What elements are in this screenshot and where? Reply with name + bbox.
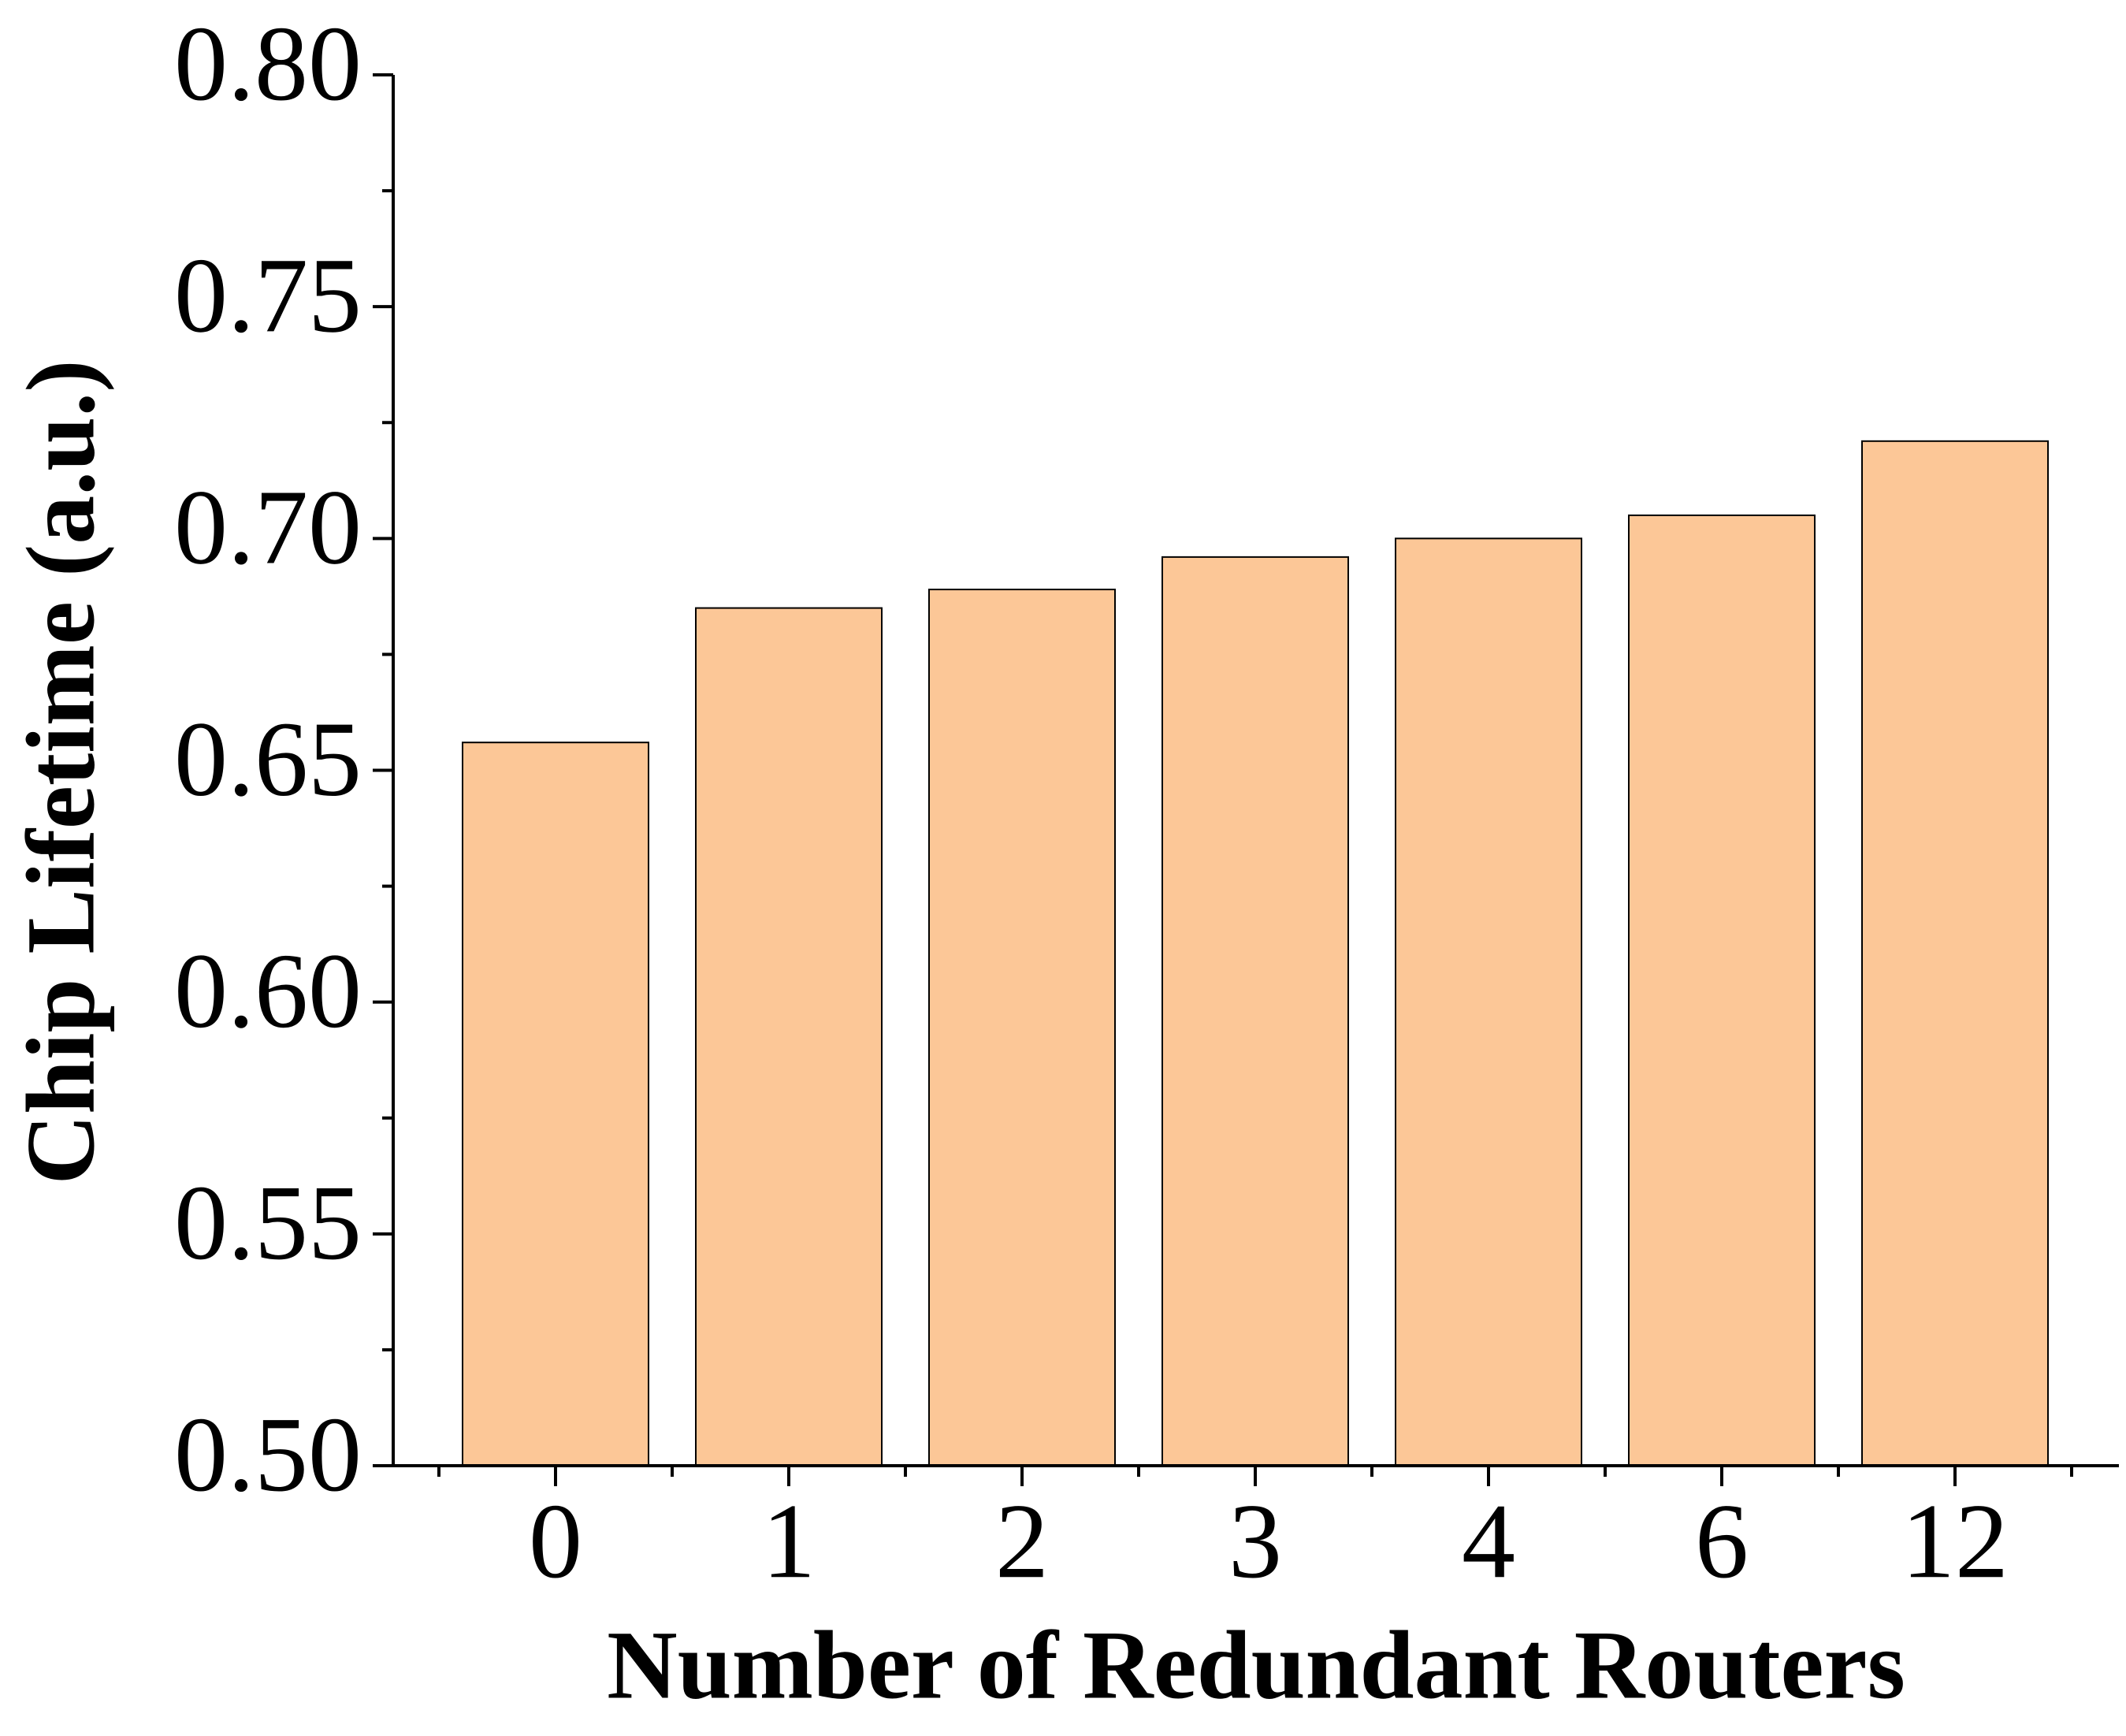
y-tick-label: 0.60 — [174, 932, 362, 1050]
y-axis-title: Chip Lifetime (a.u.) — [6, 359, 114, 1184]
bar — [1395, 537, 1582, 1466]
bar — [1861, 440, 2049, 1466]
y-tick-label: 0.50 — [174, 1396, 362, 1514]
y-tick-label: 0.55 — [174, 1164, 362, 1282]
x-tick-label: 4 — [1462, 1482, 1515, 1600]
bar — [695, 607, 883, 1466]
bar — [462, 742, 649, 1466]
y-tick-label: 0.70 — [174, 469, 362, 587]
x-tick-label: 0 — [529, 1482, 582, 1600]
x-axis-title: Number of Redundant Routers — [607, 1611, 1905, 1719]
x-tick-label: 1 — [762, 1482, 816, 1600]
x-tick-label: 6 — [1695, 1482, 1749, 1600]
bar — [1628, 514, 1816, 1467]
bar — [928, 589, 1116, 1466]
x-tick-label: 12 — [1901, 1482, 2009, 1600]
y-tick-label: 0.80 — [174, 5, 362, 123]
x-tick-label: 2 — [995, 1482, 1049, 1600]
y-tick-label: 0.75 — [174, 236, 362, 355]
bar — [1161, 556, 1349, 1466]
y-tick-label: 0.65 — [174, 701, 362, 819]
x-tick-label: 3 — [1228, 1482, 1282, 1600]
